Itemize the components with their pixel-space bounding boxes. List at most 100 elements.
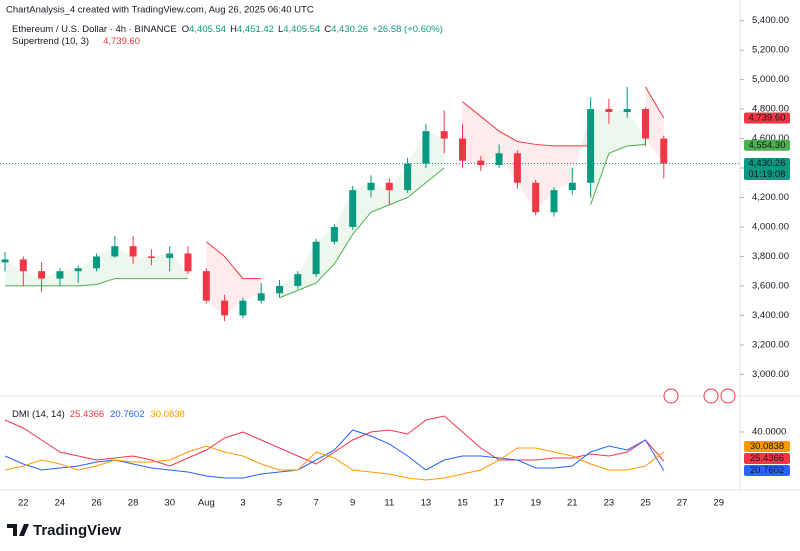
pane-icons[interactable] bbox=[663, 388, 736, 404]
dmi-badge-label: 25.4366 bbox=[750, 453, 784, 464]
dmi-value: 25.4366 bbox=[70, 409, 104, 420]
supertrend-label: Supertrend (10, 3) bbox=[12, 36, 89, 47]
trend-fill bbox=[645, 86, 664, 164]
icon[interactable] bbox=[663, 388, 679, 404]
dmi-legend: DMI (14, 14) 25.4366 20.7602 30.0838 bbox=[12, 409, 185, 420]
y-tick-label: 5,200.00 bbox=[752, 45, 789, 56]
y-tick-label: 3,200.00 bbox=[752, 339, 789, 350]
supertrend-value: 4,739.60 bbox=[103, 36, 140, 47]
candle-body bbox=[147, 256, 155, 258]
dmi-value: 30.0838 bbox=[150, 409, 184, 420]
dmi-badge-label: 20.7602 bbox=[750, 465, 784, 476]
x-tick-label: Aug bbox=[198, 498, 215, 509]
ohlc-value: 4,405.54 bbox=[189, 24, 226, 35]
y-tick-label: 4,800.00 bbox=[752, 104, 789, 115]
candle-body bbox=[587, 109, 595, 183]
price-badge-label: 4,739.60 bbox=[749, 112, 786, 123]
candle-body bbox=[56, 271, 64, 279]
x-tick-label: 26 bbox=[91, 498, 102, 509]
candle-body bbox=[74, 268, 82, 272]
candle-body bbox=[276, 285, 283, 294]
supertrend-down bbox=[205, 241, 262, 280]
dmi-value: 20.7602 bbox=[110, 409, 144, 420]
candle-body bbox=[166, 253, 174, 258]
logo-text: TradingView bbox=[33, 522, 121, 539]
ohlc-value: 4,430.26 bbox=[331, 24, 368, 35]
candle-body bbox=[202, 271, 210, 301]
y-tick-label: 3,800.00 bbox=[752, 251, 789, 262]
candle-body bbox=[367, 182, 375, 191]
y-tick-label: 3,400.00 bbox=[752, 310, 789, 321]
x-tick-label: 25 bbox=[640, 498, 651, 509]
candle-body bbox=[605, 109, 613, 113]
x-tick-label: 30 bbox=[164, 498, 175, 509]
candle-body bbox=[129, 246, 137, 257]
ohlc-value: 4,451.42 bbox=[237, 24, 274, 35]
candle-body bbox=[221, 300, 229, 316]
candle-body bbox=[312, 241, 320, 275]
ohlc-key: C bbox=[324, 24, 331, 35]
candle-body bbox=[642, 109, 649, 139]
y-tick-label: 3,000.00 bbox=[752, 369, 789, 380]
x-tick-label: 3 bbox=[240, 498, 245, 509]
attribution: ChartAnalysis_4 created with TradingView… bbox=[6, 5, 314, 16]
candle-body bbox=[38, 271, 46, 279]
x-tick-label: 13 bbox=[421, 498, 432, 509]
ohlc-key: H bbox=[230, 24, 237, 35]
x-tick-label: 19 bbox=[530, 498, 541, 509]
candle-body bbox=[623, 109, 631, 113]
icon[interactable] bbox=[703, 388, 719, 404]
candle-body bbox=[568, 182, 576, 191]
price-badge bbox=[744, 158, 790, 181]
y-tick-label: 4,600.00 bbox=[752, 133, 789, 144]
dmi-label: DMI (14, 14) bbox=[12, 409, 65, 420]
dmi-badge bbox=[744, 452, 790, 464]
ohlc-value: 4,405.54 bbox=[283, 24, 320, 35]
candle-body bbox=[422, 131, 430, 164]
symbol-title: Ethereum / U.S. Dollar · 4h · BINANCE bbox=[12, 24, 177, 35]
candle-body bbox=[495, 153, 503, 166]
symbol-legend: Ethereum / U.S. Dollar · 4h · BINANCE O4,… bbox=[12, 24, 443, 35]
candle-body bbox=[349, 190, 357, 227]
x-tick-label: 27 bbox=[677, 498, 688, 509]
candle-body bbox=[385, 182, 393, 191]
candle-body bbox=[1, 259, 9, 263]
candle-body bbox=[532, 182, 540, 213]
candle-body bbox=[257, 293, 265, 301]
candle-body bbox=[404, 163, 412, 191]
x-tick-label: 11 bbox=[384, 498, 394, 509]
ohlc-key: L bbox=[278, 24, 283, 35]
x-tick-label: 15 bbox=[457, 498, 468, 509]
x-tick-label: 21 bbox=[567, 498, 578, 509]
candle-body bbox=[550, 190, 558, 213]
trend-fill bbox=[279, 131, 445, 298]
icon[interactable] bbox=[720, 388, 736, 404]
dmi-line bbox=[4, 415, 665, 467]
y-tick-label: 5,400.00 bbox=[752, 15, 789, 26]
candle-body bbox=[660, 138, 668, 164]
trend-fill bbox=[590, 109, 646, 205]
x-tick-label: 22 bbox=[18, 498, 29, 509]
price-badge-label: 4,554.30 bbox=[749, 140, 786, 151]
candle-body bbox=[184, 253, 192, 272]
x-tick-label: 24 bbox=[55, 498, 66, 509]
supertrend-down bbox=[645, 86, 665, 119]
supertrend-down bbox=[462, 101, 591, 147]
price-badge bbox=[744, 139, 790, 151]
supertrend-up bbox=[5, 278, 188, 287]
dmi-badge bbox=[744, 464, 790, 476]
y-tick-label: 3,600.00 bbox=[752, 280, 789, 291]
candle-body bbox=[239, 300, 247, 316]
price-badge-label: 4,430.26 bbox=[749, 158, 786, 169]
x-tick-label: 9 bbox=[350, 498, 355, 509]
supertrend-up bbox=[279, 167, 445, 299]
candle-body bbox=[330, 226, 338, 242]
x-tick-label: 5 bbox=[277, 498, 282, 509]
dmi-badge-label: 30.0838 bbox=[750, 441, 784, 452]
candle-body bbox=[459, 138, 466, 161]
candle-body bbox=[513, 153, 521, 183]
supertrend-legend: Supertrend (10, 3) 4,739.60 bbox=[12, 36, 140, 47]
candle-body bbox=[93, 256, 100, 269]
trend-fill bbox=[206, 241, 262, 316]
